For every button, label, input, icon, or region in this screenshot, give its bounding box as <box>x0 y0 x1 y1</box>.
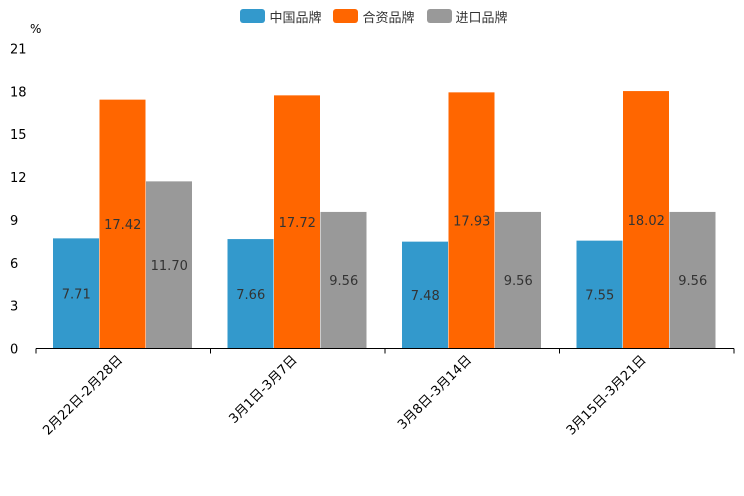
bar[interactable] <box>402 241 448 349</box>
legend-item-import[interactable]: 进口品牌 <box>426 7 508 26</box>
legend-swatch-china <box>240 9 266 23</box>
x-tick-label: 3月1日-3月7日 <box>226 353 300 427</box>
y-tick-label: 15 <box>10 128 27 143</box>
bar[interactable] <box>448 92 495 349</box>
bar-value-label: 7.66 <box>236 288 265 303</box>
y-tick-label: 9 <box>10 214 18 229</box>
bar-value-label: 9.56 <box>504 274 533 289</box>
bar-value-label: 17.42 <box>104 218 141 233</box>
y-tick-label: 0 <box>10 343 18 358</box>
legend-label-china: 中国品牌 <box>269 10 322 26</box>
bar[interactable] <box>99 99 146 349</box>
bar[interactable] <box>669 211 716 349</box>
bar[interactable] <box>320 211 367 349</box>
bar-value-label: 17.93 <box>453 214 490 229</box>
bar-value-label: 7.55 <box>585 289 614 304</box>
legend-item-jv[interactable]: 合资品牌 <box>333 7 415 26</box>
bar[interactable] <box>495 211 541 349</box>
bar[interactable] <box>227 239 274 349</box>
y-tick-label: 18 <box>10 85 27 100</box>
y-tick-label: 12 <box>10 171 27 186</box>
bar[interactable] <box>146 181 192 349</box>
y-tick-label: 6 <box>10 257 18 272</box>
legend: 中国品牌 合资品牌 进口品牌 <box>0 7 744 26</box>
x-tick-label: 3月8日-3月14日 <box>395 353 475 433</box>
legend-swatch-jv <box>333 9 359 23</box>
bar-value-label: 7.48 <box>411 289 440 304</box>
bar[interactable] <box>274 95 320 349</box>
bar-value-label: 18.02 <box>628 214 665 229</box>
x-tick-label: 3月15日-3月21日 <box>564 353 650 439</box>
bar-value-label: 17.72 <box>279 216 316 231</box>
y-tick-label: 21 <box>10 43 27 58</box>
bar-value-label: 9.56 <box>678 274 707 289</box>
x-tick-label: 2月22日-2月28日 <box>40 353 126 439</box>
legend-label-jv: 合资品牌 <box>362 10 415 26</box>
y-tick-label: 3 <box>10 300 18 315</box>
legend-item-china[interactable]: 中国品牌 <box>240 7 322 26</box>
bar[interactable] <box>576 240 623 349</box>
bar[interactable] <box>623 91 669 349</box>
bar-value-label: 11.70 <box>151 259 188 274</box>
bar[interactable] <box>53 238 99 349</box>
y-axis-unit: % <box>30 22 41 36</box>
legend-swatch-import <box>426 9 452 23</box>
bar-value-label: 7.71 <box>62 287 91 302</box>
bar-value-label: 9.56 <box>329 274 358 289</box>
legend-label-import: 进口品牌 <box>455 10 508 26</box>
